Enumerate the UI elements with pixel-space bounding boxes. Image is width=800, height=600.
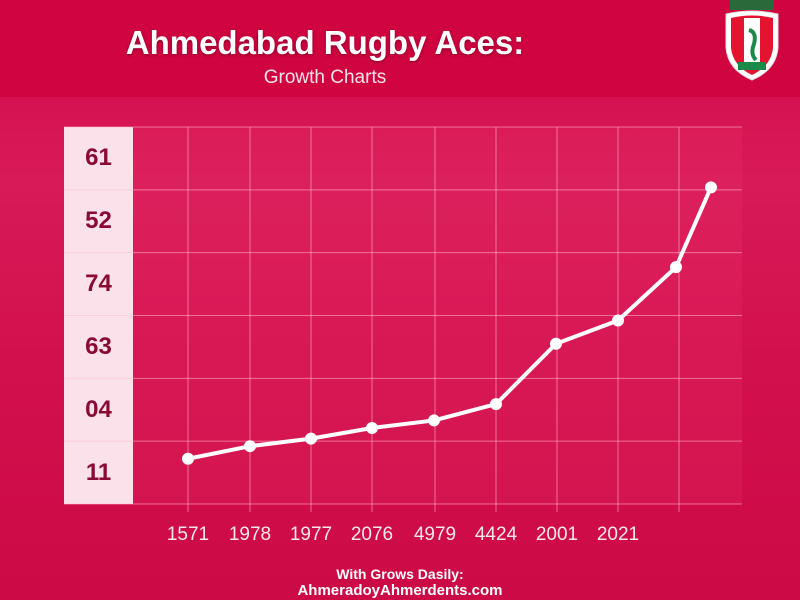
data-point bbox=[366, 421, 378, 434]
y-tick-label: 04 bbox=[85, 395, 112, 423]
x-tick-label: 2021 bbox=[597, 524, 639, 545]
data-point bbox=[612, 314, 624, 327]
x-tick-label: 1977 bbox=[290, 524, 332, 545]
data-point bbox=[705, 181, 717, 194]
y-tick-label: 52 bbox=[85, 207, 112, 235]
series-line bbox=[187, 186, 713, 461]
footer-tagline: With Grows Dasily: bbox=[336, 566, 464, 582]
x-tick-label: 2076 bbox=[351, 524, 393, 545]
data-point bbox=[182, 452, 194, 465]
header-band bbox=[0, 0, 800, 97]
y-tick-label: 61 bbox=[85, 144, 112, 172]
data-point bbox=[428, 414, 440, 427]
y-tick-label: 63 bbox=[85, 332, 112, 360]
x-tick-label: 1571 bbox=[167, 524, 209, 545]
x-tick-label: 1978 bbox=[229, 524, 271, 545]
x-tick-label: 2001 bbox=[536, 524, 578, 545]
footer-website: AhmeradoyAhmerdents.com bbox=[297, 582, 503, 599]
y-tick-label: 11 bbox=[85, 458, 112, 486]
chart-title: Ahmedabad Rugby Aces: bbox=[125, 24, 525, 61]
data-point bbox=[305, 432, 317, 445]
x-tick-label: 4424 bbox=[475, 524, 518, 545]
data-point bbox=[490, 398, 502, 411]
data-point bbox=[550, 337, 562, 350]
y-tick-label: 74 bbox=[85, 270, 112, 298]
club-crest-logo bbox=[725, 0, 779, 81]
x-tick-label: 4979 bbox=[414, 524, 456, 545]
data-point bbox=[670, 261, 682, 274]
data-point bbox=[244, 440, 256, 453]
chart-subtitle: Growth Charts bbox=[263, 67, 387, 88]
